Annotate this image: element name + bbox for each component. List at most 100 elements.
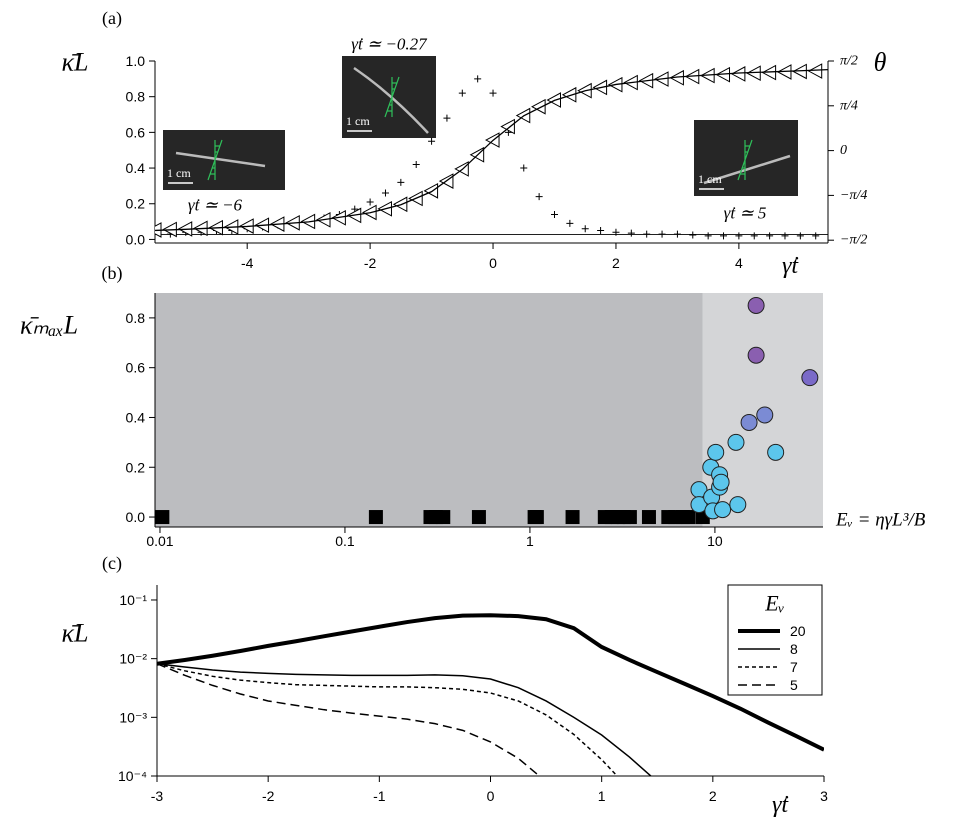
plus-marker	[597, 227, 605, 235]
triangle-marker	[807, 63, 823, 79]
circle-marker	[740, 413, 758, 431]
x-tick-label: 2	[612, 255, 620, 271]
panel: 10⁻¹ 10⁻² 10⁻³ 10⁻⁴-3 -2 -1 0 1 2 3	[118, 585, 828, 804]
x-tick-label: -2	[364, 255, 377, 271]
y2-axis-label: θ	[874, 48, 887, 77]
plot-area	[157, 613, 824, 776]
panel-label: (a)	[102, 8, 122, 29]
legend-title: Eᵥ	[764, 591, 785, 616]
triangle-marker	[761, 64, 777, 81]
legend-label: 8	[790, 641, 798, 657]
shaded-region	[155, 293, 703, 527]
shear-profile	[207, 139, 223, 181]
x-tick-label: -2	[262, 788, 275, 804]
series-line	[157, 662, 619, 776]
x-axis-label: γ̇t	[782, 253, 799, 279]
square-marker	[436, 510, 451, 525]
legend-label: 5	[790, 677, 798, 693]
y-tick-label: 0.0	[126, 231, 146, 247]
plot-area	[155, 296, 819, 525]
inset-annotation: γ̇t ≃ −6	[188, 196, 243, 215]
series-line	[157, 662, 652, 776]
plus-marker	[381, 189, 389, 197]
shear-profile	[737, 139, 753, 181]
plus-marker	[673, 230, 681, 238]
square-marker	[622, 510, 637, 525]
x-tick-label: 3	[820, 788, 828, 804]
y2-tick-label: −π/2	[840, 233, 867, 248]
plus-marker	[412, 160, 420, 168]
plus-marker	[750, 232, 758, 240]
circle-marker	[747, 296, 765, 314]
circle-marker	[690, 496, 708, 514]
plot-area	[155, 63, 828, 240]
x-tick-label: 2	[709, 788, 717, 804]
circle-marker	[747, 346, 765, 364]
legend-box	[727, 584, 823, 696]
series-line	[157, 613, 824, 752]
square-marker	[681, 510, 696, 525]
series-line	[157, 663, 541, 776]
square-marker	[368, 510, 383, 525]
circle-marker	[727, 433, 745, 451]
x-tick-label: 1	[526, 533, 534, 549]
rod	[175, 151, 266, 168]
x-tick-label: 10	[707, 533, 723, 549]
x-tick-label: -3	[151, 788, 164, 804]
x-tick-label: 0.1	[335, 533, 355, 549]
x-tick-label: 0.01	[146, 533, 173, 549]
x-tick-label: -1	[373, 788, 386, 804]
square-marker	[529, 510, 544, 525]
plus-marker	[443, 114, 451, 122]
triangle-marker	[454, 161, 469, 177]
square-marker	[155, 510, 170, 525]
plus-marker	[689, 231, 697, 239]
x-axis-label: Eᵥ = ηγ̇L³/B	[835, 510, 926, 531]
square-marker	[565, 510, 580, 525]
plus-marker	[812, 232, 820, 240]
plus-marker	[627, 229, 635, 237]
triangle-marker	[730, 66, 746, 82]
triangle-marker	[776, 64, 792, 80]
x-tick-label: 1	[598, 788, 606, 804]
plus-marker	[612, 228, 620, 236]
y2-tick-label: 0	[840, 143, 847, 158]
triangle-marker	[792, 63, 807, 80]
x-tick-label: 0	[487, 788, 495, 804]
y-tick-label: 0.6	[126, 360, 146, 376]
legend-label: 7	[790, 659, 798, 675]
plus-marker	[428, 137, 436, 145]
triangle-marker	[423, 183, 439, 199]
plus-marker	[566, 219, 574, 227]
y-tick-label: 0.4	[126, 409, 146, 425]
plus-marker	[520, 164, 528, 172]
triangle-marker	[500, 118, 515, 135]
series-line	[155, 68, 828, 232]
y-tick-label: 0.6	[126, 124, 146, 140]
rod	[703, 154, 791, 185]
inset-annotation: γ̇t ≃ 5	[724, 204, 767, 223]
y-tick-label: 0.2	[126, 459, 146, 475]
plus-marker	[581, 225, 589, 233]
plus-marker	[458, 89, 466, 97]
circle-marker	[712, 473, 730, 491]
legend-label: 20	[790, 623, 806, 639]
x-tick-label: 0	[489, 255, 497, 271]
y-tick-label: 0.0	[126, 509, 146, 525]
circle-marker	[767, 443, 785, 461]
plus-marker	[796, 232, 804, 240]
square-marker	[641, 510, 656, 525]
x-tick-label: -4	[241, 255, 254, 271]
y2-tick-label: π/4	[840, 98, 858, 113]
y-tick-label: 1.0	[126, 53, 146, 69]
panel-label: (b)	[102, 263, 123, 284]
triangle-marker	[561, 86, 577, 103]
circle-marker	[801, 369, 819, 387]
y-axis-label: κ̄L	[62, 48, 89, 77]
panel-label: (c)	[102, 553, 122, 574]
circle-marker	[707, 443, 725, 461]
y-tick-label: 0.2	[126, 196, 146, 212]
scale-label: 1 cm	[698, 172, 722, 186]
y2-tick-label: −π/4	[840, 188, 867, 203]
